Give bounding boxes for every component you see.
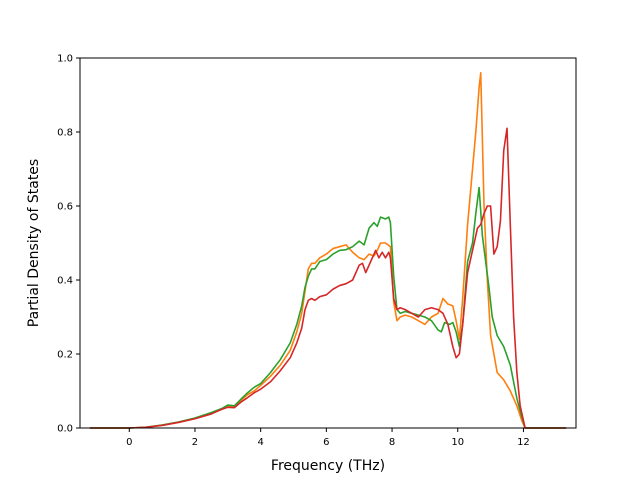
series-line-2 [89, 127, 567, 429]
x-tick-label: 4 [257, 437, 263, 448]
y-axis-label: Partial Density of States [26, 159, 42, 327]
x-tick-label: 2 [192, 437, 198, 448]
x-axis-ticks: 0 2 4 6 8 10 12 [126, 428, 530, 448]
x-tick-label: 8 [389, 437, 395, 448]
y-tick-label: 0.0 [57, 424, 73, 435]
y-tick-label: 0.2 [57, 350, 73, 361]
y-tick-label: 0.8 [57, 128, 73, 139]
series-line-1 [89, 186, 567, 429]
y-tick-label: 1.0 [57, 54, 73, 65]
series-line-0 [89, 72, 567, 429]
y-tick-label: 0.6 [57, 202, 73, 213]
plot-area-background [80, 58, 576, 428]
y-tick-label: 0.4 [57, 276, 73, 287]
series-layer [89, 72, 567, 429]
x-tick-label: 10 [451, 437, 464, 448]
x-tick-label: 6 [323, 437, 329, 448]
x-axis-label: Frequency (THz) [271, 458, 385, 474]
y-axis-ticks: 0.0 0.2 0.4 0.6 0.8 1.0 [57, 54, 80, 435]
x-tick-label: 0 [126, 437, 132, 448]
x-tick-label: 12 [517, 437, 530, 448]
plot-frame [79, 57, 577, 429]
